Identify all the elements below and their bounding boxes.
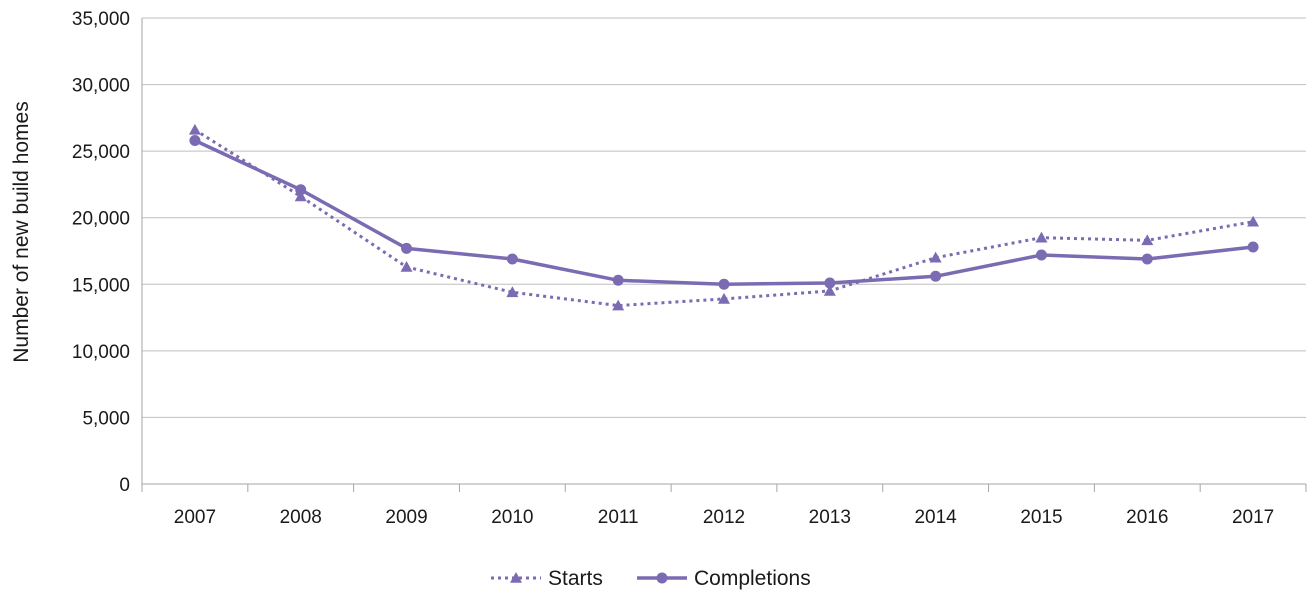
data-point-completions <box>718 278 730 290</box>
x-tick-label: 2014 <box>914 507 957 528</box>
data-point-completions <box>295 184 307 196</box>
data-point-completions <box>612 274 624 286</box>
data-point-completions <box>824 277 836 289</box>
y-tick-label: 20,000 <box>72 209 130 230</box>
data-point-starts <box>400 260 413 272</box>
data-point-completions <box>1247 241 1259 253</box>
data-point-starts <box>612 299 625 311</box>
y-axis-title: Number of new build homes <box>10 101 33 362</box>
gridlines <box>142 17 1306 418</box>
y-tick-label: 15,000 <box>72 275 130 296</box>
legend-label-starts: Starts <box>548 567 603 590</box>
x-tick-label: 2012 <box>703 507 745 528</box>
data-point-starts <box>506 286 519 298</box>
data-point-starts <box>1141 234 1154 246</box>
data-point-starts <box>718 292 730 304</box>
x-tick-label: 2008 <box>280 507 322 528</box>
data-point-starts <box>929 251 942 263</box>
legend-label-completions: Completions <box>694 567 811 590</box>
x-tick-label: 2010 <box>491 507 533 528</box>
data-point-completions <box>930 270 942 282</box>
data-point-completions <box>401 242 413 254</box>
series <box>188 123 1260 311</box>
data-point-starts <box>1247 215 1260 227</box>
x-tick-label: 2011 <box>598 507 639 528</box>
legend: Starts Completions <box>491 567 811 590</box>
x-tick-label: 2009 <box>385 507 427 528</box>
legend-marker-completions <box>656 572 668 584</box>
data-point-starts <box>188 123 201 135</box>
data-point-starts <box>294 190 307 202</box>
y-tick-label: 10,000 <box>72 342 130 363</box>
data-point-completions <box>1141 253 1153 265</box>
x-tick-label: 2017 <box>1232 507 1274 528</box>
data-point-starts <box>1035 231 1048 243</box>
data-point-starts <box>823 284 836 296</box>
y-tick-label: 25,000 <box>72 142 130 163</box>
y-tick-label: 0 <box>119 475 130 496</box>
series-line-completions <box>194 138 1254 287</box>
legend-marker-starts <box>510 572 522 583</box>
data-point-completions <box>506 253 518 265</box>
data-point-completions <box>1035 249 1047 261</box>
y-tick-label: 35,000 <box>72 9 130 30</box>
series-line-starts <box>194 128 1254 308</box>
y-tick-label: 30,000 <box>72 76 130 97</box>
axes: 0 5,000 10,000 15,000 20,000 25,000 30,000 35,0… <box>72 9 1307 528</box>
y-tick-label: 5,000 <box>82 408 130 429</box>
x-tick-label: 2015 <box>1020 507 1062 528</box>
x-tick-label: 2013 <box>809 507 851 528</box>
x-tick-label: 2007 <box>174 507 216 528</box>
data-point-completions <box>189 134 201 146</box>
x-tick-label: 2016 <box>1126 507 1168 528</box>
